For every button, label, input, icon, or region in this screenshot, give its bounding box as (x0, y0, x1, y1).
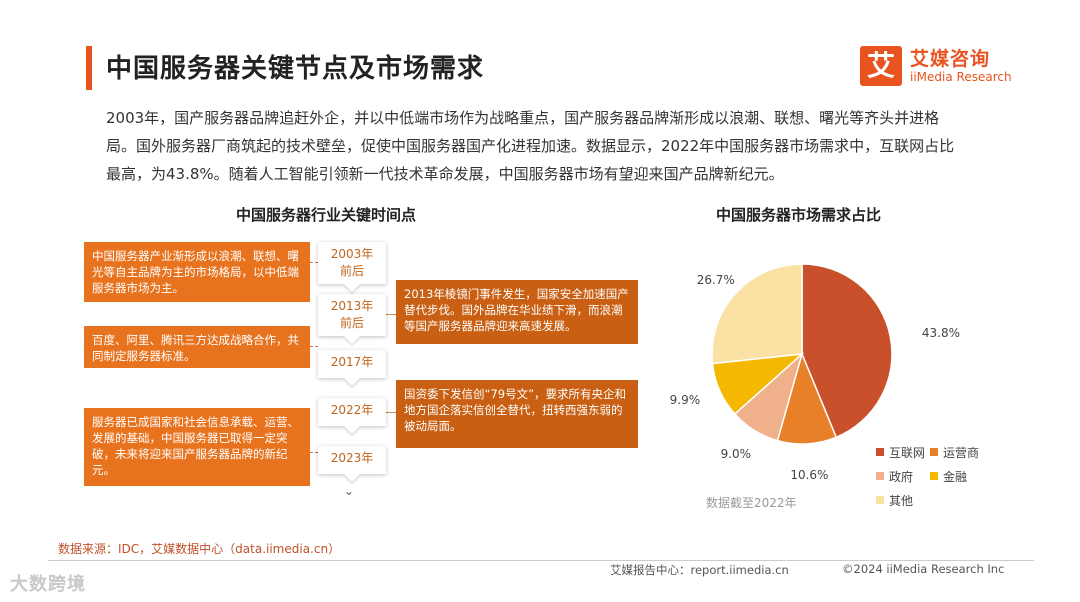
watermark: 大数跨境 (10, 574, 86, 595)
timeline-note-2017: 百度、阿里、腾讯三方达成战略合作，共同制定服务器标准。 (84, 326, 310, 368)
timeline-note-2022: 国资委下发信创“79号文”，要求所有央企和地方国企落实信创全替代，扭转西强东弱的… (396, 380, 638, 448)
connector-line (386, 314, 396, 315)
timeline-node-qualifier: 前后 (339, 316, 364, 330)
legend-swatch (876, 496, 884, 504)
legend-item: 其他 (876, 492, 913, 509)
connector-line (310, 262, 318, 263)
legend-item: 运营商 (930, 444, 979, 461)
legend-swatch (930, 472, 938, 480)
footer-copyright: ©2024 iiMedia Research Inc (842, 562, 1005, 576)
timeline-node-year: 2013年 (330, 299, 374, 313)
chart-data-note: 数据截至2022年 (706, 496, 797, 510)
legend-swatch (876, 448, 884, 456)
timeline-note-2013: 2013年棱镜门事件发生，国家安全加速国产替代步伐。国外品牌在华业绩下滑，而浪潮… (396, 280, 638, 344)
legend-label: 其他 (889, 494, 914, 508)
timeline-node-year: 2023年 (330, 451, 374, 465)
data-source: 数据来源：IDC，艾媒数据中心（data.iimedia.cn） (58, 542, 341, 556)
legend-swatch (876, 472, 884, 480)
connector-line (310, 346, 318, 347)
timeline-node-qualifier: 前后 (339, 264, 364, 278)
legend-label: 运营商 (943, 446, 980, 460)
footer-divider (48, 560, 1034, 561)
legend-label: 金融 (943, 470, 968, 484)
pie-chart (711, 263, 893, 445)
timeline-node-2017: 2017年 (318, 350, 386, 378)
legend-label: 互联网 (889, 446, 926, 460)
timeline-note-2003: 中国服务器产业渐形成以浪潮、联想、曙光等自主品牌为主的市场格局，以中低端服务器市… (84, 242, 310, 302)
legend-label: 政府 (889, 470, 914, 484)
legend-item: 互联网 (876, 444, 925, 461)
footer-report-center: 艾媒报告中心：report.iimedia.cn (610, 563, 789, 577)
pie-slice-4 (711, 263, 803, 365)
timeline-node-year: 2022年 (330, 403, 374, 417)
timeline-node-2003: 2003年 前后 (318, 242, 386, 284)
title-accent-bar (86, 46, 92, 90)
legend-swatch (930, 448, 938, 456)
pie-data-label: 26.7% (696, 273, 735, 288)
timeline-node-2023: 2023年 (318, 446, 386, 474)
timeline-node-year: 2003年 (330, 247, 374, 261)
connector-line (386, 412, 396, 413)
pie-data-label: 9.0% (720, 446, 752, 461)
timeline-node-2022: 2022年 (318, 398, 386, 426)
legend-item: 政府 (876, 468, 913, 485)
logo-mark: 艾 (860, 46, 902, 86)
timeline-node-year: 2017年 (330, 355, 374, 369)
pie-data-label: 43.8% (921, 326, 960, 341)
logo-en-text: iiMedia Research (910, 70, 1012, 84)
timeline-note-2023: 服务器已成国家和社会信息承载、运营、发展的基础，中国服务器已取得一定突破，未来将… (84, 408, 310, 486)
connector-line (310, 452, 318, 453)
intro-paragraph: 2003年，国产服务器品牌追赶外企，并以中低端市场作为战略重点，国产服务器品牌渐… (106, 109, 955, 183)
legend-item: 金融 (930, 468, 967, 485)
pie-slice-0 (801, 263, 893, 439)
logo-cn-text: 艾媒咨询 (910, 48, 991, 70)
timeline-node-2013: 2013年 前后 (318, 294, 386, 336)
pie-chart-title: 中国服务器市场需求占比 (716, 206, 882, 224)
page-title: 中国服务器关键节点及市场需求 (106, 54, 485, 84)
pie-data-label: 10.6% (790, 467, 829, 482)
timeline-title: 中国服务器行业关键时间点 (236, 206, 417, 224)
timeline-end-arrow-icon: ⌄ (344, 484, 355, 498)
logo: 艾 艾媒咨询 iiMedia Research (860, 44, 1030, 90)
pie-data-label: 9.9% (669, 393, 701, 408)
